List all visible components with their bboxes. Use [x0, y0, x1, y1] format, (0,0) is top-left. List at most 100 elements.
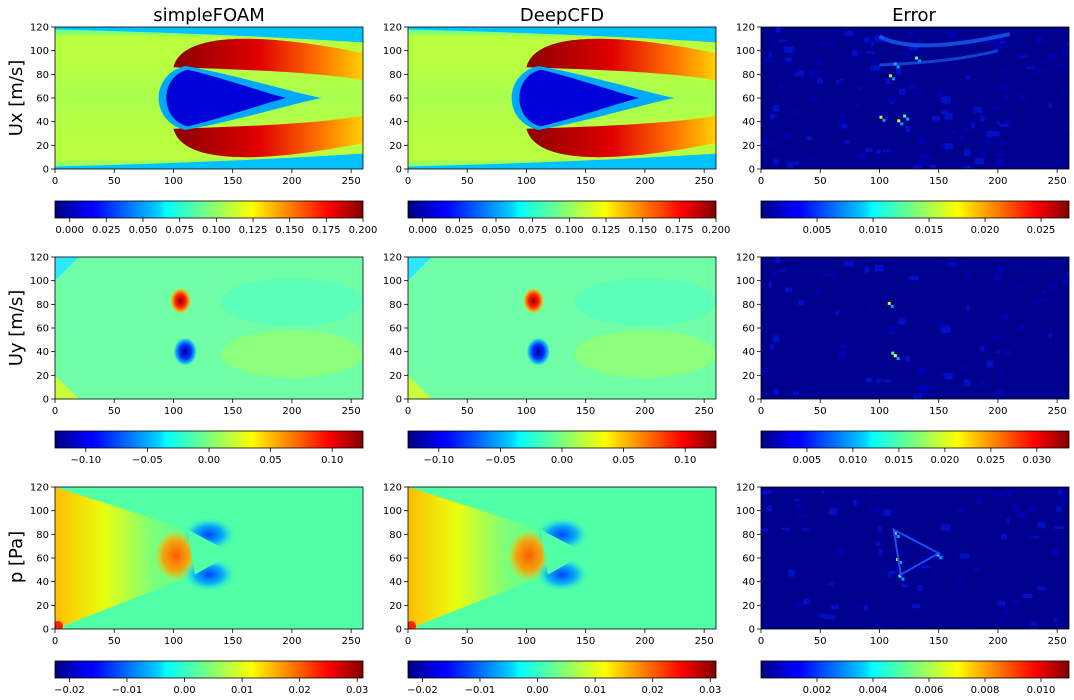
error-patch: [1000, 370, 1005, 375]
colorbar-tick-label: −0.10: [423, 455, 454, 466]
error-patch: [855, 103, 860, 110]
error-patch: [920, 154, 929, 161]
error-patch: [816, 58, 822, 66]
error-patch: [866, 51, 875, 54]
error-patch: [859, 87, 863, 90]
error-patch: [830, 42, 835, 48]
error-patch: [956, 577, 964, 585]
error-patch: [852, 499, 858, 506]
x-tick-label: 150: [929, 636, 948, 647]
error-patch: [784, 46, 795, 53]
y-tick-label: 100: [383, 506, 402, 517]
error-patch: [905, 627, 915, 629]
error-hotspot: [899, 561, 903, 564]
error-patch: [999, 618, 1004, 623]
panel-Uy-1: 0 50 100 150 200 250 0 20 40 60 80 100 120 −0.10 −0.05…: [30, 253, 364, 466]
error-patch: [996, 351, 1001, 355]
y-tick-label: 120: [30, 23, 49, 34]
error-patch: [839, 78, 844, 81]
heatmap-p_error: [761, 487, 1069, 629]
region-top: [573, 278, 716, 326]
error-patch: [794, 603, 804, 608]
error-patch: [980, 346, 985, 352]
x-tick-label: 250: [342, 636, 361, 647]
y-tick-label: 60: [36, 324, 49, 335]
error-patch: [917, 585, 923, 591]
colorbar-tick-label: 0.010: [839, 455, 868, 466]
x-tick-label: 100: [164, 176, 183, 187]
x-tick-label: 50: [461, 406, 474, 417]
error-patch: [875, 542, 881, 546]
error-patch: [868, 78, 872, 81]
error-patch: [1011, 503, 1019, 511]
error-patch: [821, 490, 825, 494]
error-patch: [917, 390, 927, 396]
error-patch: [998, 266, 1005, 273]
error-hotspot: [915, 56, 918, 60]
error-patch: [924, 70, 932, 74]
error-patch: [1042, 298, 1049, 303]
wall-bottom: [55, 153, 363, 169]
colorbar-tick-label: 0.03: [699, 685, 721, 696]
error-patch: [971, 122, 976, 129]
y-tick-label: 0: [396, 165, 402, 176]
y-tick-label: 120: [736, 253, 755, 264]
error-patch: [1046, 167, 1054, 169]
error-patch: [1015, 285, 1024, 288]
error-patch: [797, 300, 805, 306]
error-patch: [1042, 59, 1047, 64]
error-outline: [892, 527, 941, 577]
colorbar-p: [407, 660, 717, 679]
heatmap-p: [408, 487, 716, 629]
error-patch: [1066, 124, 1069, 132]
error-patch: [973, 566, 979, 572]
field-background: [761, 257, 1069, 399]
error-patch: [820, 43, 829, 47]
error-patch: [802, 528, 810, 531]
error-patch: [991, 397, 999, 399]
error-patch: [996, 121, 1001, 125]
x-tick-label: 250: [695, 636, 714, 647]
error-patch: [838, 547, 845, 555]
y-tick-label: 60: [389, 554, 402, 565]
error-patch: [917, 160, 927, 166]
x-tick-label: 250: [1048, 176, 1067, 187]
y-tick-label: 60: [36, 94, 49, 105]
error-patch: [1054, 526, 1064, 529]
colorbar-tick-label: 0.00: [551, 455, 573, 466]
error-hotspot: [906, 117, 910, 121]
colorbar-Ux: [407, 200, 717, 219]
error-patch: [874, 265, 884, 272]
error-patch: [944, 373, 954, 380]
x-tick-label: 50: [461, 636, 474, 647]
colorbar-tick-label: 0.006: [915, 685, 944, 696]
error-patch: [785, 57, 793, 62]
error-patch: [998, 36, 1005, 43]
error-hotspot: [882, 118, 886, 122]
y-tick-label: 120: [383, 253, 402, 264]
colorbar-tick-label: 0.175: [665, 225, 694, 236]
error-patch: [907, 32, 916, 35]
error-hotspot: [901, 577, 905, 581]
error-patch: [1030, 622, 1038, 626]
colorbar-tick-label: 0.100: [555, 225, 584, 236]
error-patch: [762, 368, 768, 375]
error-patch: [1022, 593, 1033, 598]
x-tick-label: 100: [870, 636, 889, 647]
error-patch: [770, 115, 777, 118]
error-patch: [785, 132, 791, 138]
error-patch: [824, 614, 835, 620]
colorbar-tick-label: 0.00: [526, 685, 548, 696]
error-patch: [1051, 549, 1059, 556]
error-patch: [816, 288, 822, 296]
column-title-simplefoam: simpleFOAM: [153, 5, 264, 26]
error-patch: [994, 43, 1003, 51]
error-patch: [973, 106, 983, 114]
error-patch: [865, 377, 873, 383]
error-patch: [1061, 48, 1069, 56]
error-patch: [898, 88, 906, 95]
x-tick-label: 0: [405, 176, 411, 187]
y-tick-label: 80: [36, 530, 49, 541]
error-patch: [835, 80, 840, 85]
error-patch: [817, 167, 821, 169]
